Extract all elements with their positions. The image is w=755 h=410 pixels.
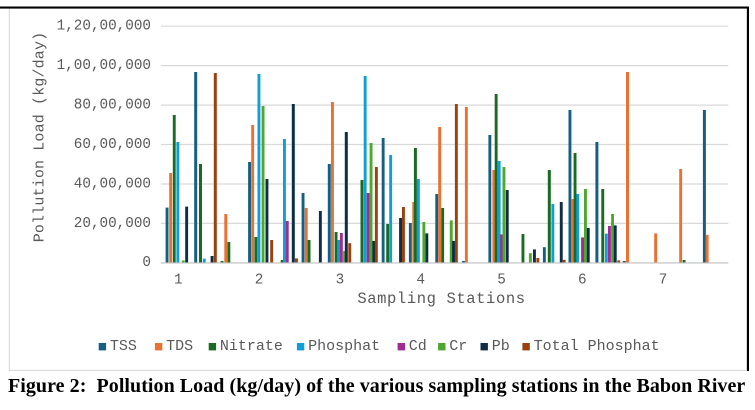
svg-text:Sampling Stations: Sampling Stations [357, 290, 525, 308]
svg-text:TDS: TDS [166, 338, 193, 355]
svg-text:Figure 2: Pollution Load (kg/: Figure 2: Pollution Load (kg/day) of the… [8, 375, 745, 397]
svg-text:Cr: Cr [449, 338, 467, 355]
svg-text:7: 7 [659, 272, 668, 288]
svg-text:20,00,000: 20,00,000 [74, 216, 151, 232]
svg-text:Total Phosphat: Total Phosphat [534, 338, 660, 355]
svg-text:Pollution Load (kg/day): Pollution Load (kg/day) [32, 32, 49, 242]
svg-text:Pb: Pb [492, 338, 510, 355]
svg-text:60,00,000: 60,00,000 [74, 137, 151, 153]
svg-text:TSS: TSS [110, 338, 137, 355]
svg-text:Nitrate: Nitrate [220, 338, 283, 355]
svg-text:1,20,00,000: 1,20,00,000 [57, 19, 151, 35]
svg-text:3: 3 [336, 272, 345, 288]
svg-text:0: 0 [142, 255, 151, 271]
svg-text:80,00,000: 80,00,000 [74, 97, 151, 113]
svg-text:4: 4 [416, 272, 425, 288]
svg-text:1,00,00,000: 1,00,00,000 [57, 58, 151, 74]
svg-text:Cd: Cd [409, 338, 427, 355]
svg-text:Phosphat: Phosphat [308, 338, 380, 355]
svg-text:5: 5 [497, 272, 506, 288]
svg-text:40,00,000: 40,00,000 [74, 176, 151, 192]
svg-text:1: 1 [174, 272, 183, 288]
svg-text:2: 2 [255, 272, 264, 288]
svg-text:6: 6 [578, 272, 587, 288]
